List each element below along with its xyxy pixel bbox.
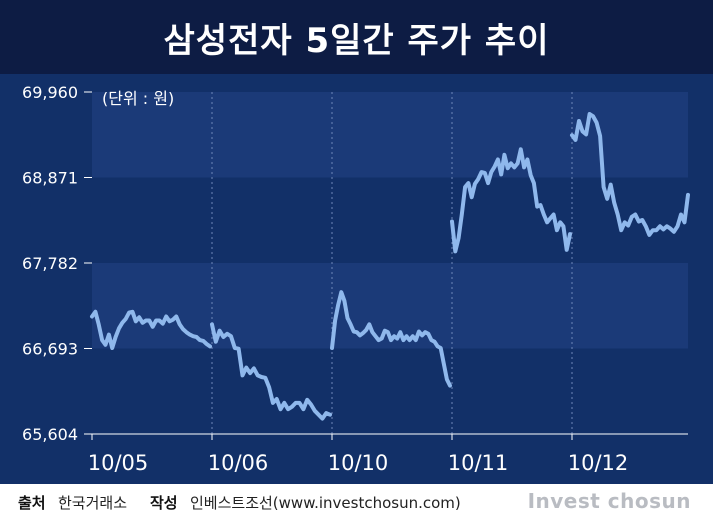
source-value: 한국거래소 (58, 494, 128, 512)
author-label: 작성 (150, 494, 178, 512)
y-tick-label: 68,871 (22, 169, 78, 188)
source-label: 출처 (18, 494, 46, 512)
y-tick-label: 66,693 (22, 340, 78, 359)
chart-title: 삼성전자 5일간 주가 추이 (163, 20, 550, 61)
price-line-10-05 (90, 309, 212, 350)
x-tick-label: 10/06 (208, 451, 269, 475)
x-tick-label: 10/12 (568, 451, 629, 475)
grid-band (92, 92, 688, 178)
unit-note: (단위 : 원) (102, 89, 174, 108)
author-value: 인베스트조선(www.investchosun.com) (190, 494, 461, 512)
y-tick-label: 69,960 (22, 83, 78, 102)
y-axis: 69,960 68,871 67,782 66,693 65,604 (22, 83, 92, 444)
title-bar: 삼성전자 5일간 주가 추이 (0, 0, 713, 74)
price-line-10-11 (450, 147, 572, 254)
brand-logo: Invest chosun (527, 489, 691, 513)
x-tick-label: 10/10 (328, 451, 389, 475)
day-separators (211, 92, 573, 434)
x-tick-label: 10/05 (88, 451, 149, 475)
price-line-10-06 (210, 322, 332, 421)
price-line-10-12 (570, 112, 690, 237)
footer: 출처 한국거래소 작성 인베스트조선(www.investchosun.com)… (0, 484, 713, 520)
x-axis: 10/05 10/06 10/10 10/11 10/12 (88, 433, 688, 475)
y-tick-label: 65,604 (22, 425, 78, 444)
price-line-10-10 (330, 290, 452, 388)
y-tick-label: 67,782 (22, 254, 78, 273)
x-tick-label: 10/11 (448, 451, 509, 475)
price-lines (90, 112, 690, 421)
